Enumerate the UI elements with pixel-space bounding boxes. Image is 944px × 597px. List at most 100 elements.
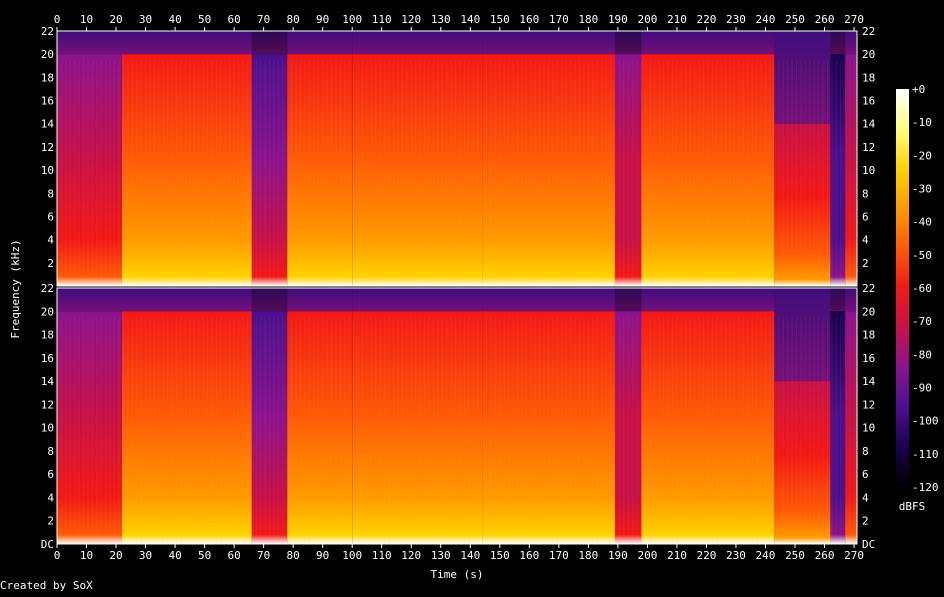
x-tick-label-top: 80 <box>287 13 300 26</box>
ch1-segment-7 <box>614 54 642 286</box>
y-tick-label-left: 4 <box>47 491 54 504</box>
ch2-segment-5 <box>352 311 483 544</box>
ch1-segment-5 <box>352 54 483 286</box>
colorbar-tick-label: -90 <box>912 382 932 395</box>
y-tick-label-left: 10 <box>41 422 54 435</box>
y-tick-label-right: 2 <box>862 515 869 528</box>
channel-2-frame <box>56 287 858 545</box>
ch1-segment-4 <box>287 54 353 286</box>
colorbar-tick-label: -80 <box>912 348 932 361</box>
x-tick-label-bottom: 30 <box>139 549 152 562</box>
x-tick-label-top: 180 <box>578 13 598 26</box>
ch2-segment-2-hf-band <box>121 288 252 312</box>
y-tick-label-right: 2 <box>862 257 869 270</box>
x-tick-label-bottom: 190 <box>608 549 628 562</box>
heatmap-layer <box>56 31 857 544</box>
y-tick-label-left: 8 <box>47 187 54 200</box>
x-tick-label-top: 140 <box>460 13 480 26</box>
y-tick-label-left: 10 <box>41 164 54 177</box>
y-axis-label: Frequency (kHz) <box>9 239 22 338</box>
y-tick-label-left: 18 <box>41 329 54 342</box>
ch1-segment-8 <box>641 54 775 286</box>
y-tick-label-right: 12 <box>862 398 875 411</box>
y-tick-label-right: 22 <box>862 282 875 295</box>
ch1-segment-8-hf-band <box>641 31 775 55</box>
ch1-segment-2-hf-band <box>121 31 252 55</box>
ch2-segment-1-hf-band <box>57 288 122 312</box>
y-tick-label-left: 20 <box>41 305 54 318</box>
x-tick-label-top: 270 <box>844 13 864 26</box>
x-tick-label-top: 210 <box>667 13 687 26</box>
y-tick-label-right: 14 <box>862 375 876 388</box>
x-tick-label-top: 250 <box>785 13 805 26</box>
ch1-segment-9 <box>774 123 831 287</box>
x-axis-label: Time (s) <box>431 568 484 581</box>
y-tick-label-right: 18 <box>862 329 875 342</box>
colorbar-tick-label: -30 <box>912 183 932 196</box>
y-tick-label-right: 20 <box>862 305 875 318</box>
colorbar-tick-label: -40 <box>912 216 932 229</box>
colorbar-tick-label: -50 <box>912 249 932 262</box>
y-tick-label-right: 10 <box>862 422 875 435</box>
ch1-segment-6 <box>482 54 615 286</box>
x-tick-label-bottom: 120 <box>401 549 421 562</box>
ch1-segment-7-hf-band <box>614 31 642 55</box>
colorbar-tick-label: +0 <box>912 83 925 96</box>
ch1-segment-11 <box>845 54 857 286</box>
x-tick-label-bottom: 170 <box>549 549 569 562</box>
y-tick-label-right: 6 <box>862 468 869 481</box>
x-tick-label-top: 150 <box>490 13 510 26</box>
x-tick-label-bottom: 250 <box>785 549 805 562</box>
x-tick-label-top: 230 <box>726 13 746 26</box>
ch1-segment-5-hf-band <box>352 31 483 55</box>
x-tick-label-top: 100 <box>342 13 362 26</box>
ch2-segment-7 <box>614 311 642 544</box>
x-tick-label-top: 90 <box>316 13 329 26</box>
ch2-segment-11-hf-band <box>845 288 857 312</box>
x-tick-label-bottom: 220 <box>697 549 717 562</box>
ch2-segment-7-hf-band <box>614 288 642 312</box>
y-tick-label-right: DC <box>862 538 875 551</box>
axes-layer: 0 0 10 10 20 20 30 30 40 40 50 50 60 60 70 70 80 80 90 90 10… <box>41 13 876 562</box>
y-tick-label-left: 14 <box>41 118 55 131</box>
colorbar-tick-label: -120 <box>912 481 939 494</box>
x-tick-label-bottom: 100 <box>342 549 362 562</box>
colorbar-tick-label: -10 <box>912 116 932 129</box>
y-tick-label-right: 14 <box>862 118 876 131</box>
x-tick-label-bottom: 160 <box>519 549 539 562</box>
ch2-segment-4-hf-band <box>287 288 353 312</box>
y-tick-label-right: 22 <box>862 25 875 38</box>
ch1-segment-4-hf-band <box>287 31 353 55</box>
x-tick-label-top: 200 <box>637 13 657 26</box>
x-tick-label-bottom: 60 <box>227 549 240 562</box>
x-tick-label-top: 190 <box>608 13 628 26</box>
x-tick-label-bottom: 240 <box>756 549 776 562</box>
ch1-segment-6-hf-band <box>482 31 615 55</box>
y-tick-label-left: 2 <box>47 257 54 270</box>
ch2-segment-3-hf-band <box>251 288 288 312</box>
y-tick-label-left: 2 <box>47 515 54 528</box>
x-tick-label-top: 60 <box>227 13 240 26</box>
x-tick-label-bottom: 70 <box>257 549 270 562</box>
x-tick-label-top: 0 <box>54 13 61 26</box>
y-tick-label-left: 22 <box>41 25 54 38</box>
y-tick-label-left: 4 <box>47 234 54 247</box>
ch2-segment-6 <box>482 311 615 544</box>
y-tick-label-right: 8 <box>862 187 869 200</box>
x-tick-label-bottom: 150 <box>490 549 510 562</box>
x-tick-label-top: 220 <box>697 13 717 26</box>
y-tick-label-left: 8 <box>47 445 54 458</box>
ch1-segment-11-hf-band <box>845 31 857 55</box>
y-tick-label-right: 20 <box>862 48 875 61</box>
x-tick-label-top: 110 <box>372 13 392 26</box>
x-tick-label-top: 20 <box>109 13 122 26</box>
y-tick-label-right: 12 <box>862 141 875 154</box>
y-tick-label-left: 12 <box>41 141 54 154</box>
x-tick-label-bottom: 270 <box>844 549 864 562</box>
x-tick-label-bottom: 20 <box>109 549 122 562</box>
x-tick-label-top: 170 <box>549 13 569 26</box>
y-tick-label-left: 12 <box>41 398 54 411</box>
ch2-segment-8-hf-band <box>641 288 775 312</box>
x-tick-label-top: 130 <box>431 13 451 26</box>
